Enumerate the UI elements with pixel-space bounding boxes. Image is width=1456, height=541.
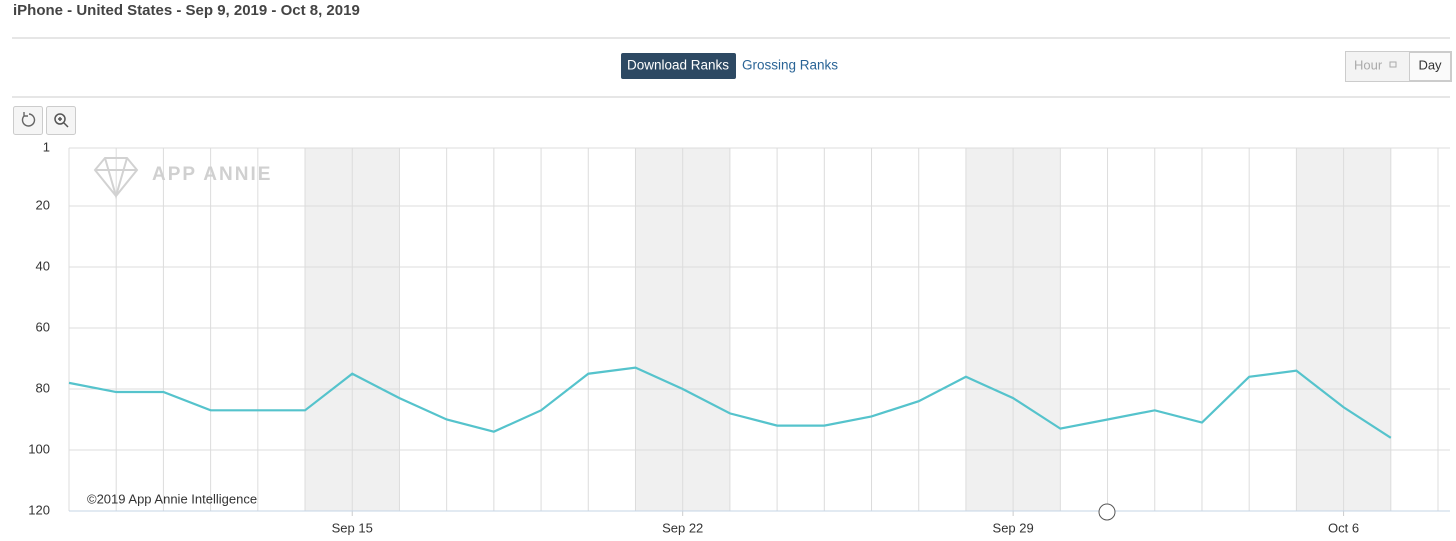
data-line bbox=[68, 366, 1392, 439]
hour-option[interactable]: Hour bbox=[1354, 57, 1383, 72]
y-tick-label: 40 bbox=[36, 258, 50, 273]
y-tick-label: 1 bbox=[43, 139, 50, 154]
x-tick-label: Oct 6 bbox=[1328, 520, 1359, 535]
copyright: ©2019 App Annie Intelligence bbox=[87, 491, 257, 506]
y-tick-label: 100 bbox=[28, 441, 50, 456]
granularity-toggle: Hour Day bbox=[1345, 51, 1452, 82]
y-tick-label: 80 bbox=[36, 380, 50, 395]
lock-icon bbox=[1389, 61, 1397, 68]
reset-button[interactable] bbox=[13, 106, 43, 135]
reset-icon bbox=[21, 112, 36, 127]
zoom-button[interactable] bbox=[46, 106, 76, 135]
x-tick-label: Sep 22 bbox=[662, 520, 703, 535]
tab-grossing[interactable]: Grossing Ranks bbox=[742, 58, 838, 73]
day-option[interactable]: Day bbox=[1418, 57, 1442, 72]
day-button[interactable] bbox=[1409, 52, 1451, 81]
page-title: iPhone - United States - Sep 9, 2019 - O… bbox=[13, 2, 360, 19]
y-tick-label: 60 bbox=[36, 319, 50, 334]
zoom-icon bbox=[58, 117, 69, 128]
watermark-logo bbox=[93, 157, 139, 200]
x-tick-label: Sep 15 bbox=[332, 520, 373, 535]
y-tick-label: 120 bbox=[28, 502, 50, 517]
zoom-icon bbox=[54, 113, 66, 125]
y-tick-label: 20 bbox=[36, 197, 50, 212]
annotation-marker[interactable] bbox=[1098, 503, 1116, 521]
tab-label[interactable]: Download Ranks bbox=[627, 58, 729, 73]
tab-button[interactable] bbox=[621, 53, 736, 79]
tab-download[interactable]: Download Ranks bbox=[621, 53, 736, 79]
watermark: APP ANNIE bbox=[152, 164, 272, 185]
x-tick-label: Sep 29 bbox=[993, 520, 1034, 535]
